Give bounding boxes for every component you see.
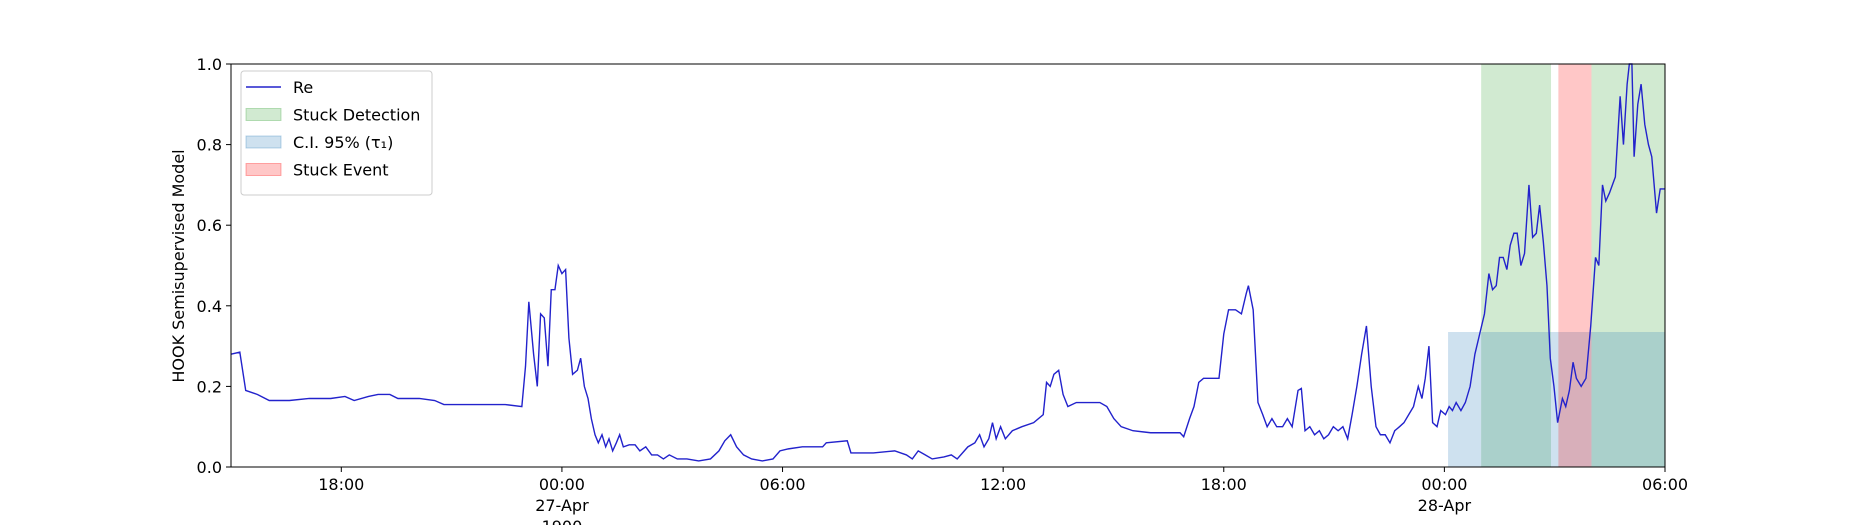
x-tick-label: 06:00 <box>759 475 805 494</box>
y-tick-label: 0.2 <box>197 377 222 396</box>
x-tick-label: 18:00 <box>318 475 364 494</box>
legend-box <box>240 70 433 196</box>
y-tick-label: 0.8 <box>197 136 222 155</box>
legend-swatch <box>245 135 282 149</box>
legend-swatch <box>245 108 282 121</box>
legend-label: Re <box>293 78 313 97</box>
legend-label: Stuck Detection <box>293 106 420 125</box>
data-line <box>230 63 1665 462</box>
y-tick-label: 0.4 <box>197 297 222 316</box>
band <box>1591 64 1665 467</box>
y-tick-label: 0.0 <box>197 458 222 477</box>
band <box>1481 64 1552 467</box>
x-tick-label: 06:00 <box>1642 475 1688 494</box>
x-tick-label: 00:00 28-Apr <box>1418 475 1472 515</box>
legend-label: Stuck Event <box>293 161 389 180</box>
x-tick-label: 18:00 <box>1201 475 1247 494</box>
x-tick-label: 12:00 <box>980 475 1026 494</box>
legend: Re Stuck Detection C.I. 95% (τ₁) Stuck Even… <box>240 70 433 196</box>
legend-swatch <box>245 163 282 176</box>
y-axis-label: HOOK Semisupervised Model <box>169 149 188 382</box>
band <box>1558 64 1592 467</box>
band <box>1448 331 1665 467</box>
axes-frame <box>230 63 1666 468</box>
y-tick-label: 0.6 <box>197 216 222 235</box>
y-tick-label: 1.0 <box>197 55 222 74</box>
legend-label: C.I. 95% (τ₁) <box>293 133 393 152</box>
